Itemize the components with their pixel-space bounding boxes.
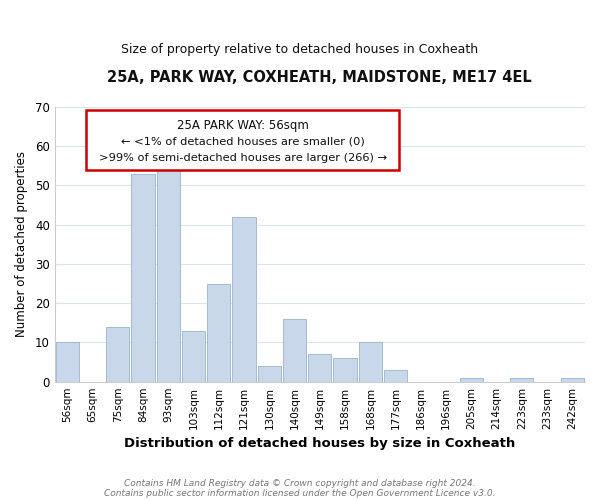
Bar: [561, 378, 584, 382]
Text: Size of property relative to detached houses in Coxheath: Size of property relative to detached ho…: [121, 42, 479, 56]
Bar: [510, 378, 533, 382]
Bar: [182, 330, 205, 382]
Bar: [106, 326, 130, 382]
Bar: [283, 319, 306, 382]
Text: 25A PARK WAY: 56sqm: 25A PARK WAY: 56sqm: [177, 118, 309, 132]
Bar: [131, 174, 155, 382]
Bar: [157, 166, 180, 382]
Text: Contains HM Land Registry data © Crown copyright and database right 2024.: Contains HM Land Registry data © Crown c…: [124, 478, 476, 488]
Bar: [384, 370, 407, 382]
Text: ← <1% of detached houses are smaller (0): ← <1% of detached houses are smaller (0): [121, 136, 365, 146]
X-axis label: Distribution of detached houses by size in Coxheath: Distribution of detached houses by size …: [124, 437, 515, 450]
Text: Contains public sector information licensed under the Open Government Licence v3: Contains public sector information licen…: [104, 488, 496, 498]
Bar: [258, 366, 281, 382]
Y-axis label: Number of detached properties: Number of detached properties: [15, 152, 28, 338]
Bar: [359, 342, 382, 382]
Bar: [56, 342, 79, 382]
Text: >99% of semi-detached houses are larger (266) →: >99% of semi-detached houses are larger …: [99, 152, 387, 162]
Bar: [308, 354, 331, 382]
FancyBboxPatch shape: [86, 110, 400, 170]
Title: 25A, PARK WAY, COXHEATH, MAIDSTONE, ME17 4EL: 25A, PARK WAY, COXHEATH, MAIDSTONE, ME17…: [107, 70, 532, 85]
Bar: [207, 284, 230, 382]
Bar: [460, 378, 483, 382]
Bar: [232, 217, 256, 382]
Bar: [334, 358, 357, 382]
